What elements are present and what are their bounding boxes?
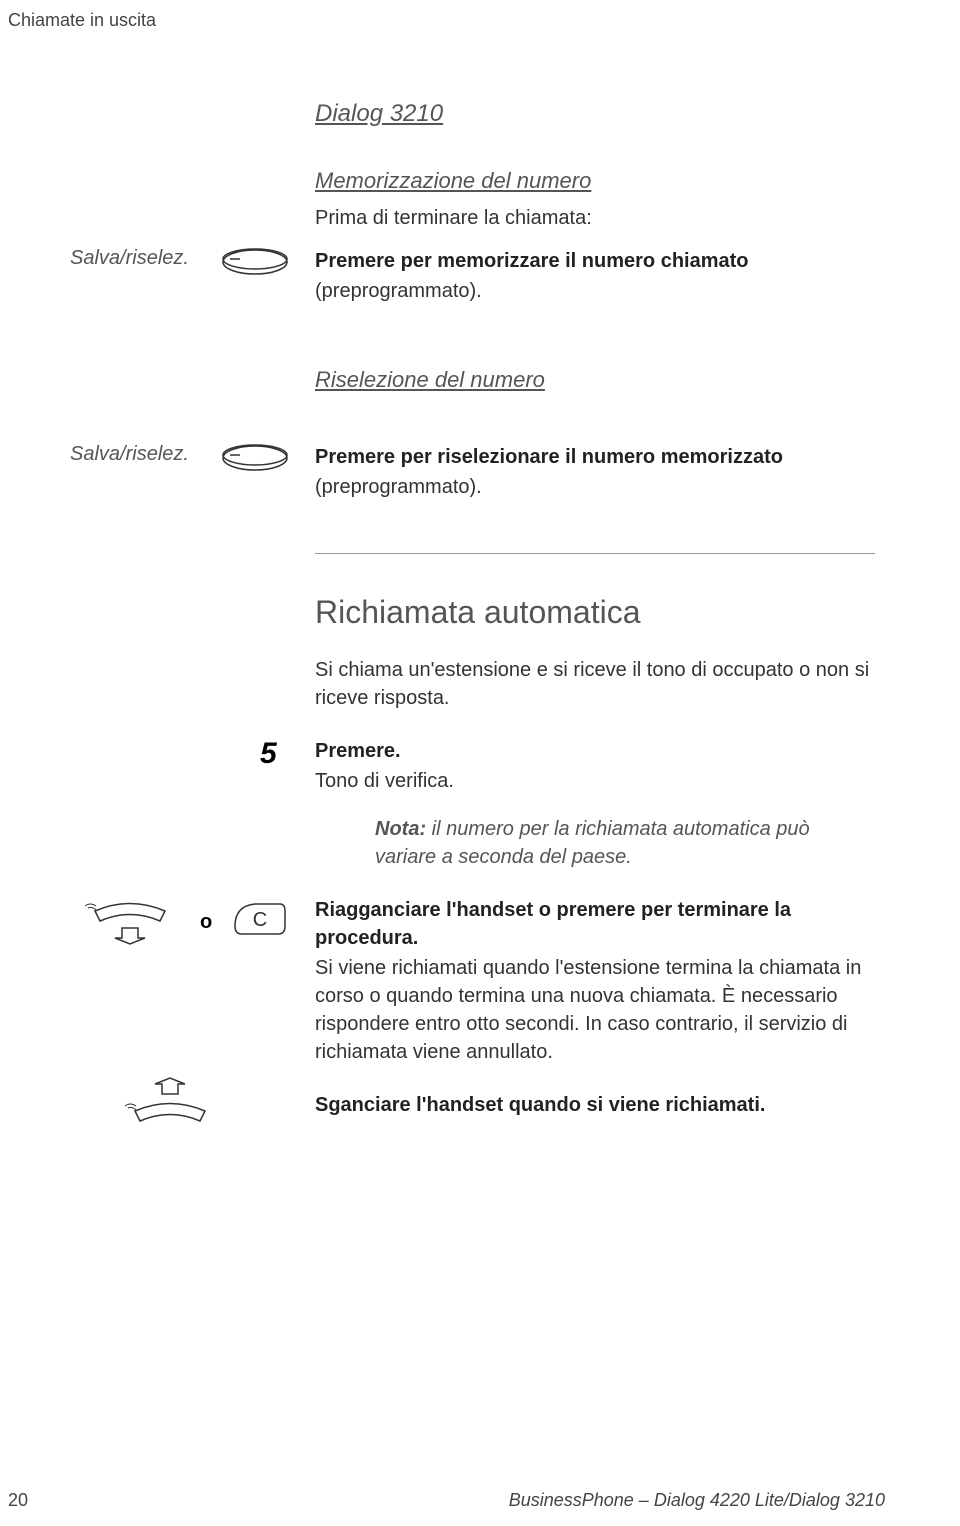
bold-premere: Premere. <box>315 737 875 765</box>
note-text: Nota: il numero per la richiamata automa… <box>375 815 875 871</box>
digit-five: 5 <box>260 737 277 771</box>
footer-text: BusinessPhone – Dialog 4220 Lite/Dialog … <box>509 1490 885 1511</box>
title-richiamata: Richiamata automatica <box>315 594 960 631</box>
section-divider <box>315 553 875 554</box>
sub-heading-memorizzazione: Memorizzazione del numero <box>315 168 960 194</box>
body-text-prima: Prima di terminare la chiamata: <box>315 204 875 232</box>
label-salva-1: Salva/riselez. <box>70 247 189 270</box>
handset-down-icon <box>80 896 190 951</box>
clear-key-icon: C <box>230 896 290 946</box>
main-content: Dialog 3210 Memorizzazione del numero Pr… <box>0 100 960 1136</box>
label-salva-2: Salva/riselez. <box>70 443 189 466</box>
handset-up-icon <box>120 1076 230 1131</box>
page-header: Chiamate in uscita <box>8 10 156 31</box>
sub-heading-riselezione: Riselezione del numero <box>315 367 960 393</box>
text-preprogrammato-1: (preprogrammato). <box>315 277 875 305</box>
svg-text:C: C <box>253 909 267 931</box>
note-label: Nota: <box>375 818 426 840</box>
section-title-dialog: Dialog 3210 <box>315 100 960 128</box>
text-riagganciare: Si viene richiamati quando l'estensione … <box>315 954 875 1066</box>
text-tono: Tono di verifica. <box>315 767 875 795</box>
bold-memorizzare: Premere per memorizzare il numero chiama… <box>315 247 875 275</box>
bold-riselezionare: Premere per riselezionare il numero memo… <box>315 443 875 471</box>
bold-riagganciare: Riagganciare l'handset o premere per ter… <box>315 896 875 952</box>
text-intro: Si chiama un'estensione e si riceve il t… <box>315 656 875 712</box>
text-preprogrammato-2: (preprogrammato). <box>315 473 875 501</box>
key-icon-1 <box>220 247 290 282</box>
or-label: o <box>200 911 212 934</box>
bold-sganciare: Sganciare l'handset quando si viene rich… <box>315 1076 875 1119</box>
key-icon-2 <box>220 443 290 478</box>
page-number: 20 <box>8 1490 28 1511</box>
note-body: il numero per la richiamata automatica p… <box>375 818 810 868</box>
